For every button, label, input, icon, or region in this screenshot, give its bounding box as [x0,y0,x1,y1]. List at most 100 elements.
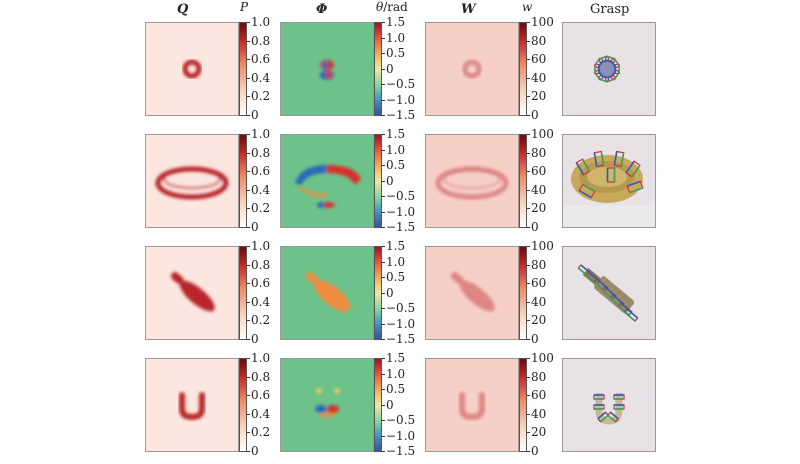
theta-colorbar-row-4-tick-label: −0.5 [386,413,416,427]
w-colorbar-row-4-tick-label: 60 [531,388,547,403]
theta-colorbar-row-4-tickmark [382,420,385,421]
w-colorbar-row-1-tickmark [527,96,530,98]
theta-colorbar-row-4-tick-label: 1.0 [386,366,406,381]
p-colorbar-row-4-tickmark [247,432,250,434]
w-map-row-1 [425,22,519,116]
theta-colorbar-row-3-tick-label: −1.5 [386,332,416,346]
p-colorbar-row-1-tickmark [247,59,250,61]
theta-colorbar-row-1-tick-label: −1.5 [386,108,416,122]
theta-symbol: θ [376,0,384,14]
p-colorbar-row-4-tickmark [247,451,250,452]
w-colorbar-row-3-tickmark [527,264,530,266]
w-colorbar-row-1-tick-label: 40 [531,70,547,85]
p-colorbar-row-3-tickmark [247,283,250,285]
theta-colorbar-row-3-tickmark [382,308,385,309]
w-colorbar-row-2-tick-label: 40 [531,182,547,197]
p-colorbar-title: P [240,0,249,14]
theta-colorbar-row-4-gradient [374,358,382,452]
p-colorbar-row-3-tick-label: 0.4 [251,294,271,309]
p-colorbar-row-4-tickmark [247,395,250,397]
theta-colorbar-row-2-tick-label: 1.5 [386,127,406,141]
p-colorbar-row-1-tick-label: 0.6 [251,52,271,67]
p-colorbar-row-4-tick-label: 0 [251,444,259,458]
p-colorbar-row-4-tickmark [247,376,250,378]
w-colorbar-row-3-tick-label: 80 [531,257,547,272]
w-column-header: W [461,2,476,17]
w-colorbar-title: w [522,0,533,14]
phi-map-row-1 [280,22,374,116]
w-colorbar-row-3-gradient [519,246,527,340]
theta-colorbar-row-2-tickmark [382,196,385,197]
p-colorbar-row-1-tickmark [247,40,250,42]
p-colorbar-row-2-tick-label: 1.0 [251,127,271,141]
p-colorbar-row-4-tickmark [247,358,250,359]
p-colorbar-row-2-tickmark [247,189,250,191]
w-colorbar-row-1-tickmark [527,115,530,116]
w-colorbar-row-2-tickmark [527,227,530,228]
w-colorbar-row-2-tickmark [527,134,530,135]
phi-map-row-4 [280,358,374,452]
w-colorbar-row-2-tick-label: 20 [531,201,547,216]
w-colorbar-row-4-tick-label: 100 [531,351,554,365]
phi-column-header: Φ [316,2,328,17]
theta-colorbar-row-3-tickmark [382,339,385,340]
theta-colorbar-row-3-tickmark [382,246,385,247]
w-colorbar-row-1-gradient [519,22,527,116]
theta-colorbar-row-3-tick-label: −1.0 [386,316,416,331]
w-colorbar-row-4-gradient [519,358,527,452]
w-colorbar-row-1-tick-label: 100 [531,15,554,29]
p-colorbar-row-2-tick-label: 0.2 [251,201,271,216]
w-colorbar-row-4-tick-label: 40 [531,406,547,421]
p-colorbar-row-3-tickmark [247,246,250,247]
p-colorbar-row-3-tick-label: 0.8 [251,257,271,272]
w-colorbar-row-2-tickmark [527,171,530,173]
q-map-row-4 [145,358,239,452]
grasp-photo-row-1 [562,22,656,116]
q-map-row-2 [145,134,239,228]
theta-colorbar-row-2-tickmark [382,149,385,151]
w-colorbar-row-3-tickmark [527,301,530,303]
theta-colorbar-row-4-tickmark [382,404,385,406]
theta-colorbar-row-3-tick-label: 0.5 [386,270,406,284]
theta-colorbar-row-4-tick-label: 0 [386,397,394,412]
theta-colorbar-row-1-tickmark [382,99,385,101]
p-colorbar-row-2-tickmark [247,134,250,135]
p-colorbar-row-4-tick-label: 0.8 [251,369,271,384]
w-colorbar-row-3-tickmark [527,320,530,322]
phi-map-row-2 [280,134,374,228]
theta-colorbar-row-4-tick-label: 0.5 [386,382,406,396]
theta-colorbar-row-2-tickmark [382,211,385,213]
p-colorbar-row-2-tickmark [247,208,250,210]
w-colorbar-row-2-tickmark [527,208,530,210]
w-colorbar-row-2-gradient [519,134,527,228]
p-colorbar-row-4-gradient [239,358,247,452]
p-colorbar-row-2-tick-label: 0 [251,220,259,234]
theta-colorbar-row-1-tick-label: 0.5 [386,46,406,60]
w-colorbar-row-2-tick-label: 60 [531,164,547,179]
theta-colorbar-row-4-tickmark [382,373,385,375]
theta-colorbar-row-2-tickmark [382,180,385,182]
p-colorbar-row-4-tick-label: 0.4 [251,406,271,421]
p-colorbar-row-3-tick-label: 0.2 [251,313,271,328]
q-map-row-3 [145,246,239,340]
theta-colorbar-row-2-gradient [374,134,382,228]
p-colorbar-row-1-tick-label: 0 [251,108,259,122]
p-colorbar-row-2-tick-label: 0.8 [251,145,271,160]
w-colorbar-row-4-tickmark [527,395,530,397]
w-colorbar-row-4-tickmark [527,451,530,452]
theta-colorbar-row-3-tick-label: −0.5 [386,301,416,315]
p-colorbar-row-3-tickmark [247,301,250,303]
theta-colorbar-row-1-tick-label: 0 [386,61,394,76]
theta-colorbar-row-3-tick-label: 1.5 [386,239,406,253]
theta-colorbar-row-3-tickmark [382,261,385,263]
phi-map-row-3 [280,246,374,340]
w-colorbar-row-1-tick-label: 0 [531,108,539,122]
p-colorbar-row-1-tick-label: 0.4 [251,70,271,85]
theta-colorbar-row-4-tickmark [382,435,385,437]
p-colorbar-row-3-gradient [239,246,247,340]
q-column-header: Q [177,2,189,17]
theta-colorbar-row-2-tick-label: 0.5 [386,158,406,172]
p-colorbar-row-1-tickmark [247,96,250,98]
p-colorbar-row-2-tickmark [247,152,250,154]
p-colorbar-row-1-tick-label: 1.0 [251,15,271,29]
